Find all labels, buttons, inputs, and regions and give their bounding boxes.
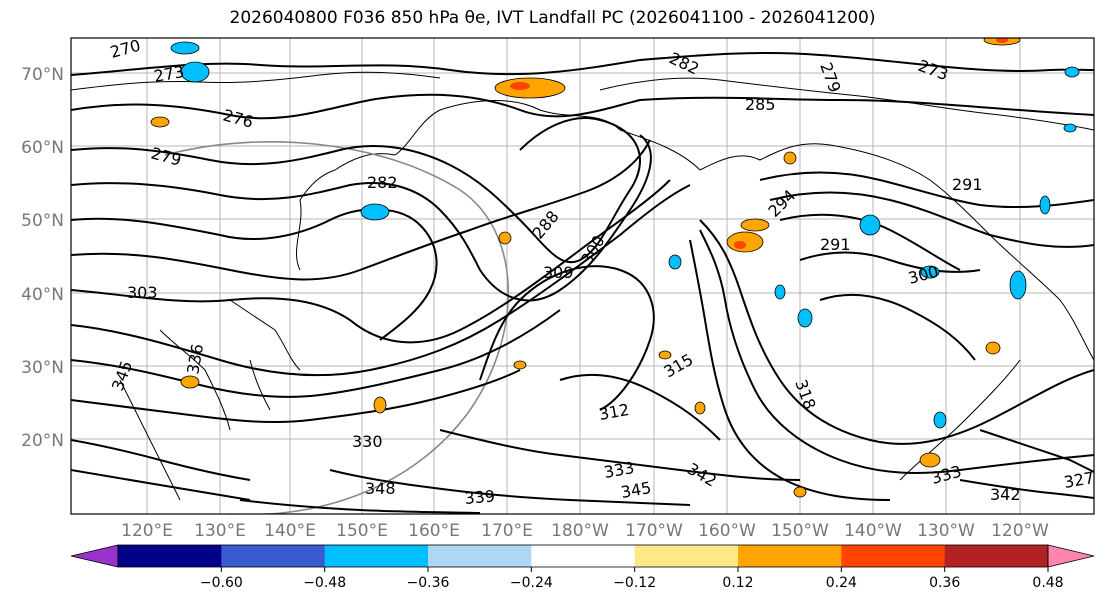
lon-label: 120°W <box>991 521 1049 541</box>
lon-label: 130°W <box>917 521 975 541</box>
colorbar-extend-high <box>1047 544 1095 568</box>
great-circle-arc <box>164 141 510 514</box>
contour-label: 348 <box>365 479 396 498</box>
contour-label: 291 <box>820 235 851 254</box>
colorbar-tick-label: 0.12 <box>722 575 753 591</box>
negative-ivt-patches <box>170 41 1080 429</box>
lon-label: 180°W <box>551 521 609 541</box>
lon-label: 130°E <box>194 521 246 541</box>
colorbar-tick-label: 0.48 <box>1032 575 1063 591</box>
contour-label: 330 <box>352 432 383 451</box>
strong-positive-ivt-patches <box>510 38 1008 249</box>
lon-label: 170°W <box>625 521 683 541</box>
lat-label: 60°N <box>21 138 64 158</box>
coastlines <box>71 71 1094 501</box>
colorbar-segment <box>428 545 532 567</box>
contour-label: 303 <box>127 283 158 302</box>
colorbar-segment <box>634 545 739 567</box>
lat-label: 30°N <box>21 358 64 378</box>
lon-label: 140°W <box>844 521 902 541</box>
colorbar-tick-label: −0.24 <box>510 575 553 591</box>
lon-label: 150°E <box>336 521 388 541</box>
colorbar-segment <box>738 545 842 567</box>
lon-label: 160°W <box>698 521 756 541</box>
contour-label: 291 <box>952 175 983 194</box>
lat-label: 50°N <box>21 211 64 231</box>
contour-label: 285 <box>745 95 776 114</box>
lon-label: 120°E <box>121 521 173 541</box>
colorbar-segment <box>221 545 326 567</box>
colorbar: −0.60 −0.48 −0.36 −0.24 −0.12 0.12 0.24 0.36 0.4… <box>70 544 1095 591</box>
lon-label: 160°E <box>408 521 460 541</box>
map-frame <box>70 37 1095 515</box>
lat-label: 40°N <box>21 285 64 305</box>
colorbar-tick-label: −0.60 <box>200 575 243 591</box>
colorbar-segment <box>118 545 222 567</box>
contour-label: 309 <box>543 263 574 282</box>
colorbar-tick-label: 0.36 <box>929 575 960 591</box>
lon-label: 170°E <box>481 521 533 541</box>
colorbar-tick-label: −0.48 <box>303 575 346 591</box>
colorbar-extend-low <box>70 544 119 568</box>
colorbar-segment <box>944 545 1049 567</box>
lat-label: 70°N <box>21 65 64 85</box>
colorbar-tick-label: −0.36 <box>407 575 450 591</box>
colorbar-tick-label: 0.24 <box>826 575 857 591</box>
longitude-labels: 120°E 130°E 140°E 150°E 160°E 170°E 180°… <box>121 521 1049 541</box>
lon-label: 140°E <box>264 521 316 541</box>
lat-label: 20°N <box>21 431 64 451</box>
contour-label: 282 <box>367 173 398 192</box>
latitude-labels: 70°N 60°N 50°N 40°N 30°N 20°N <box>21 65 64 451</box>
colorbar-tick-label: −0.12 <box>613 575 656 591</box>
colorbar-segment <box>324 545 429 567</box>
theta-e-contours <box>71 51 1094 514</box>
colorbar-segment <box>531 545 636 567</box>
colorbar-segment <box>841 545 946 567</box>
colorbar-border <box>117 544 1049 568</box>
map-title: 2026040800 F036 850 hPa θe, IVT Landfall… <box>229 8 876 28</box>
contour-label: 339 <box>464 486 496 508</box>
contour-label: 270 <box>108 36 142 62</box>
lon-label: 150°W <box>771 521 829 541</box>
contour-label: 342 <box>990 485 1021 504</box>
